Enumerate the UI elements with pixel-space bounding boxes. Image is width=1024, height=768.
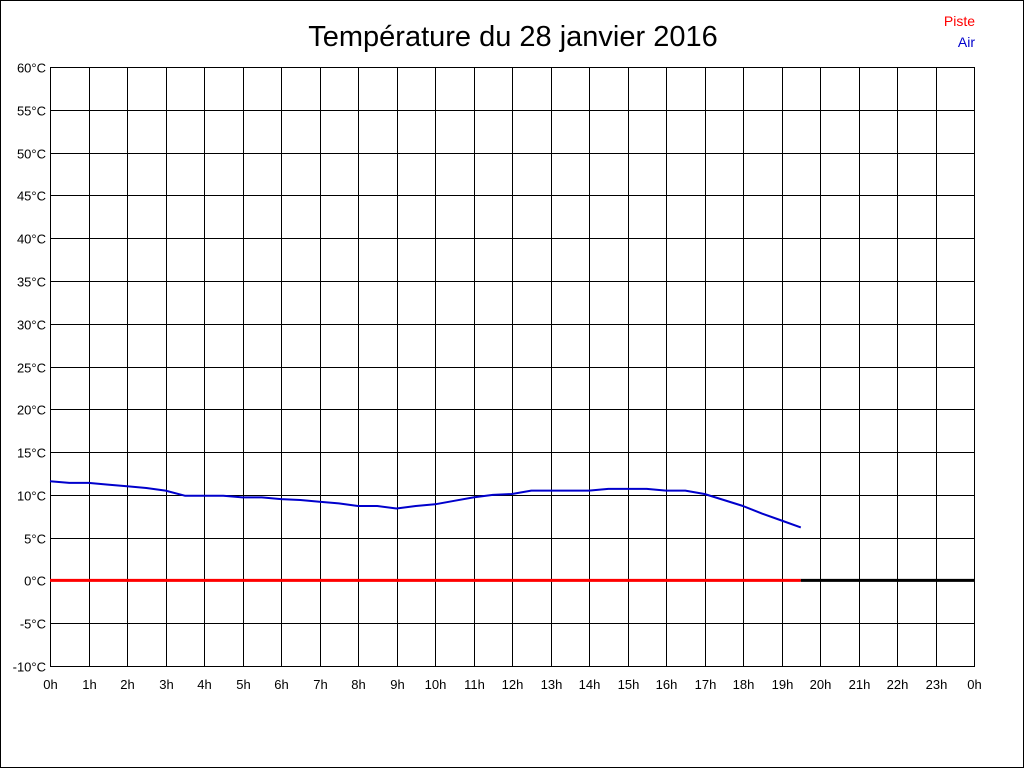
x-tick-label: 16h — [656, 677, 678, 692]
y-tick-label: 60°C — [17, 61, 46, 76]
x-tick-label: 18h — [733, 677, 755, 692]
x-tick-label: 9h — [390, 677, 404, 692]
x-tick-label: 17h — [695, 677, 717, 692]
y-tick-label: 5°C — [24, 532, 46, 547]
x-tick-label: 5h — [236, 677, 250, 692]
x-tick-label: 10h — [425, 677, 447, 692]
y-tick-label: 15°C — [17, 446, 46, 461]
y-tick-label: -5°C — [20, 617, 46, 632]
y-tick-label: 55°C — [17, 104, 46, 119]
y-tick-label: 25°C — [17, 361, 46, 376]
x-tick-label: 0h — [43, 677, 57, 692]
x-tick-label: 3h — [159, 677, 173, 692]
y-tick-label: 0°C — [24, 574, 46, 589]
legend: Piste Air — [944, 13, 975, 50]
x-tick-label: 15h — [618, 677, 640, 692]
x-tick-label: 6h — [274, 677, 288, 692]
x-tick-label: 19h — [772, 677, 794, 692]
x-tick-label: 23h — [926, 677, 948, 692]
x-tick-label: 1h — [82, 677, 96, 692]
axis-labels: 0h 1h 2h 3h 4h 5h 6h 7h 8h 9h 10h 11h 12h 13h 14h 15h 16… — [13, 61, 982, 693]
x-tick-label: 22h — [887, 677, 909, 692]
x-tick-label: 2h — [120, 677, 134, 692]
y-tick-label: 40°C — [17, 232, 46, 247]
x-tick-label: 13h — [541, 677, 563, 692]
y-tick-label: 10°C — [17, 489, 46, 504]
y-tick-label: 30°C — [17, 318, 46, 333]
x-tick-label: 12h — [502, 677, 524, 692]
legend-item-piste: Piste — [944, 13, 975, 29]
x-tick-label: 14h — [579, 677, 601, 692]
x-tick-label: 8h — [351, 677, 365, 692]
y-tick-label: 45°C — [17, 189, 46, 204]
y-tick-label: 50°C — [17, 147, 46, 162]
x-tick-label: 21h — [849, 677, 871, 692]
x-tick-label: 7h — [313, 677, 327, 692]
x-tick-label: 0h — [967, 677, 981, 692]
series-lines — [49, 480, 974, 582]
x-tick-label: 4h — [197, 677, 211, 692]
x-tick-label: 20h — [810, 677, 832, 692]
series-line-air — [49, 480, 802, 529]
y-tick-label: 35°C — [17, 275, 46, 290]
y-tick-label: 20°C — [17, 403, 46, 418]
x-tick-label: 11h — [464, 677, 485, 692]
legend-item-air: Air — [958, 34, 975, 50]
y-tick-label: -10°C — [13, 660, 46, 675]
chart-title: Température du 28 janvier 2016 — [308, 21, 717, 53]
